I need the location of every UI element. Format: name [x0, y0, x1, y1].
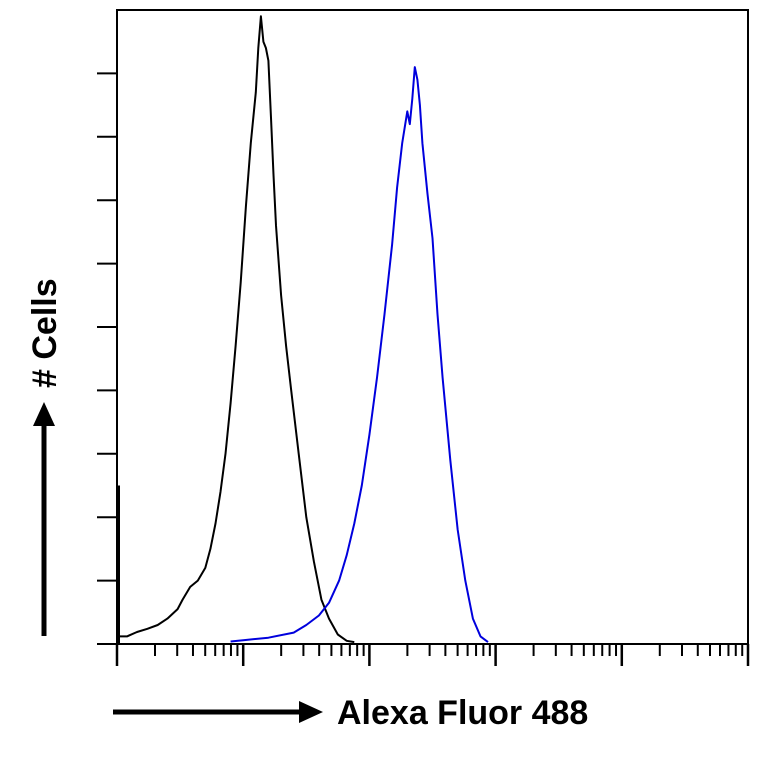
- x-axis-title: Alexa Fluor 488: [337, 694, 588, 732]
- y-axis-ticks: [97, 72, 117, 645]
- histogram-series-2: [230, 66, 489, 643]
- series-layer: [117, 15, 489, 644]
- x-axis-arrow-head: [299, 701, 323, 723]
- plot-frame: [116, 9, 749, 645]
- x-axis-ticks: [115, 644, 750, 666]
- y-axis-title: # Cells: [26, 278, 64, 388]
- histogram-series-1: [117, 15, 355, 644]
- y-axis-arrow-head: [33, 402, 55, 426]
